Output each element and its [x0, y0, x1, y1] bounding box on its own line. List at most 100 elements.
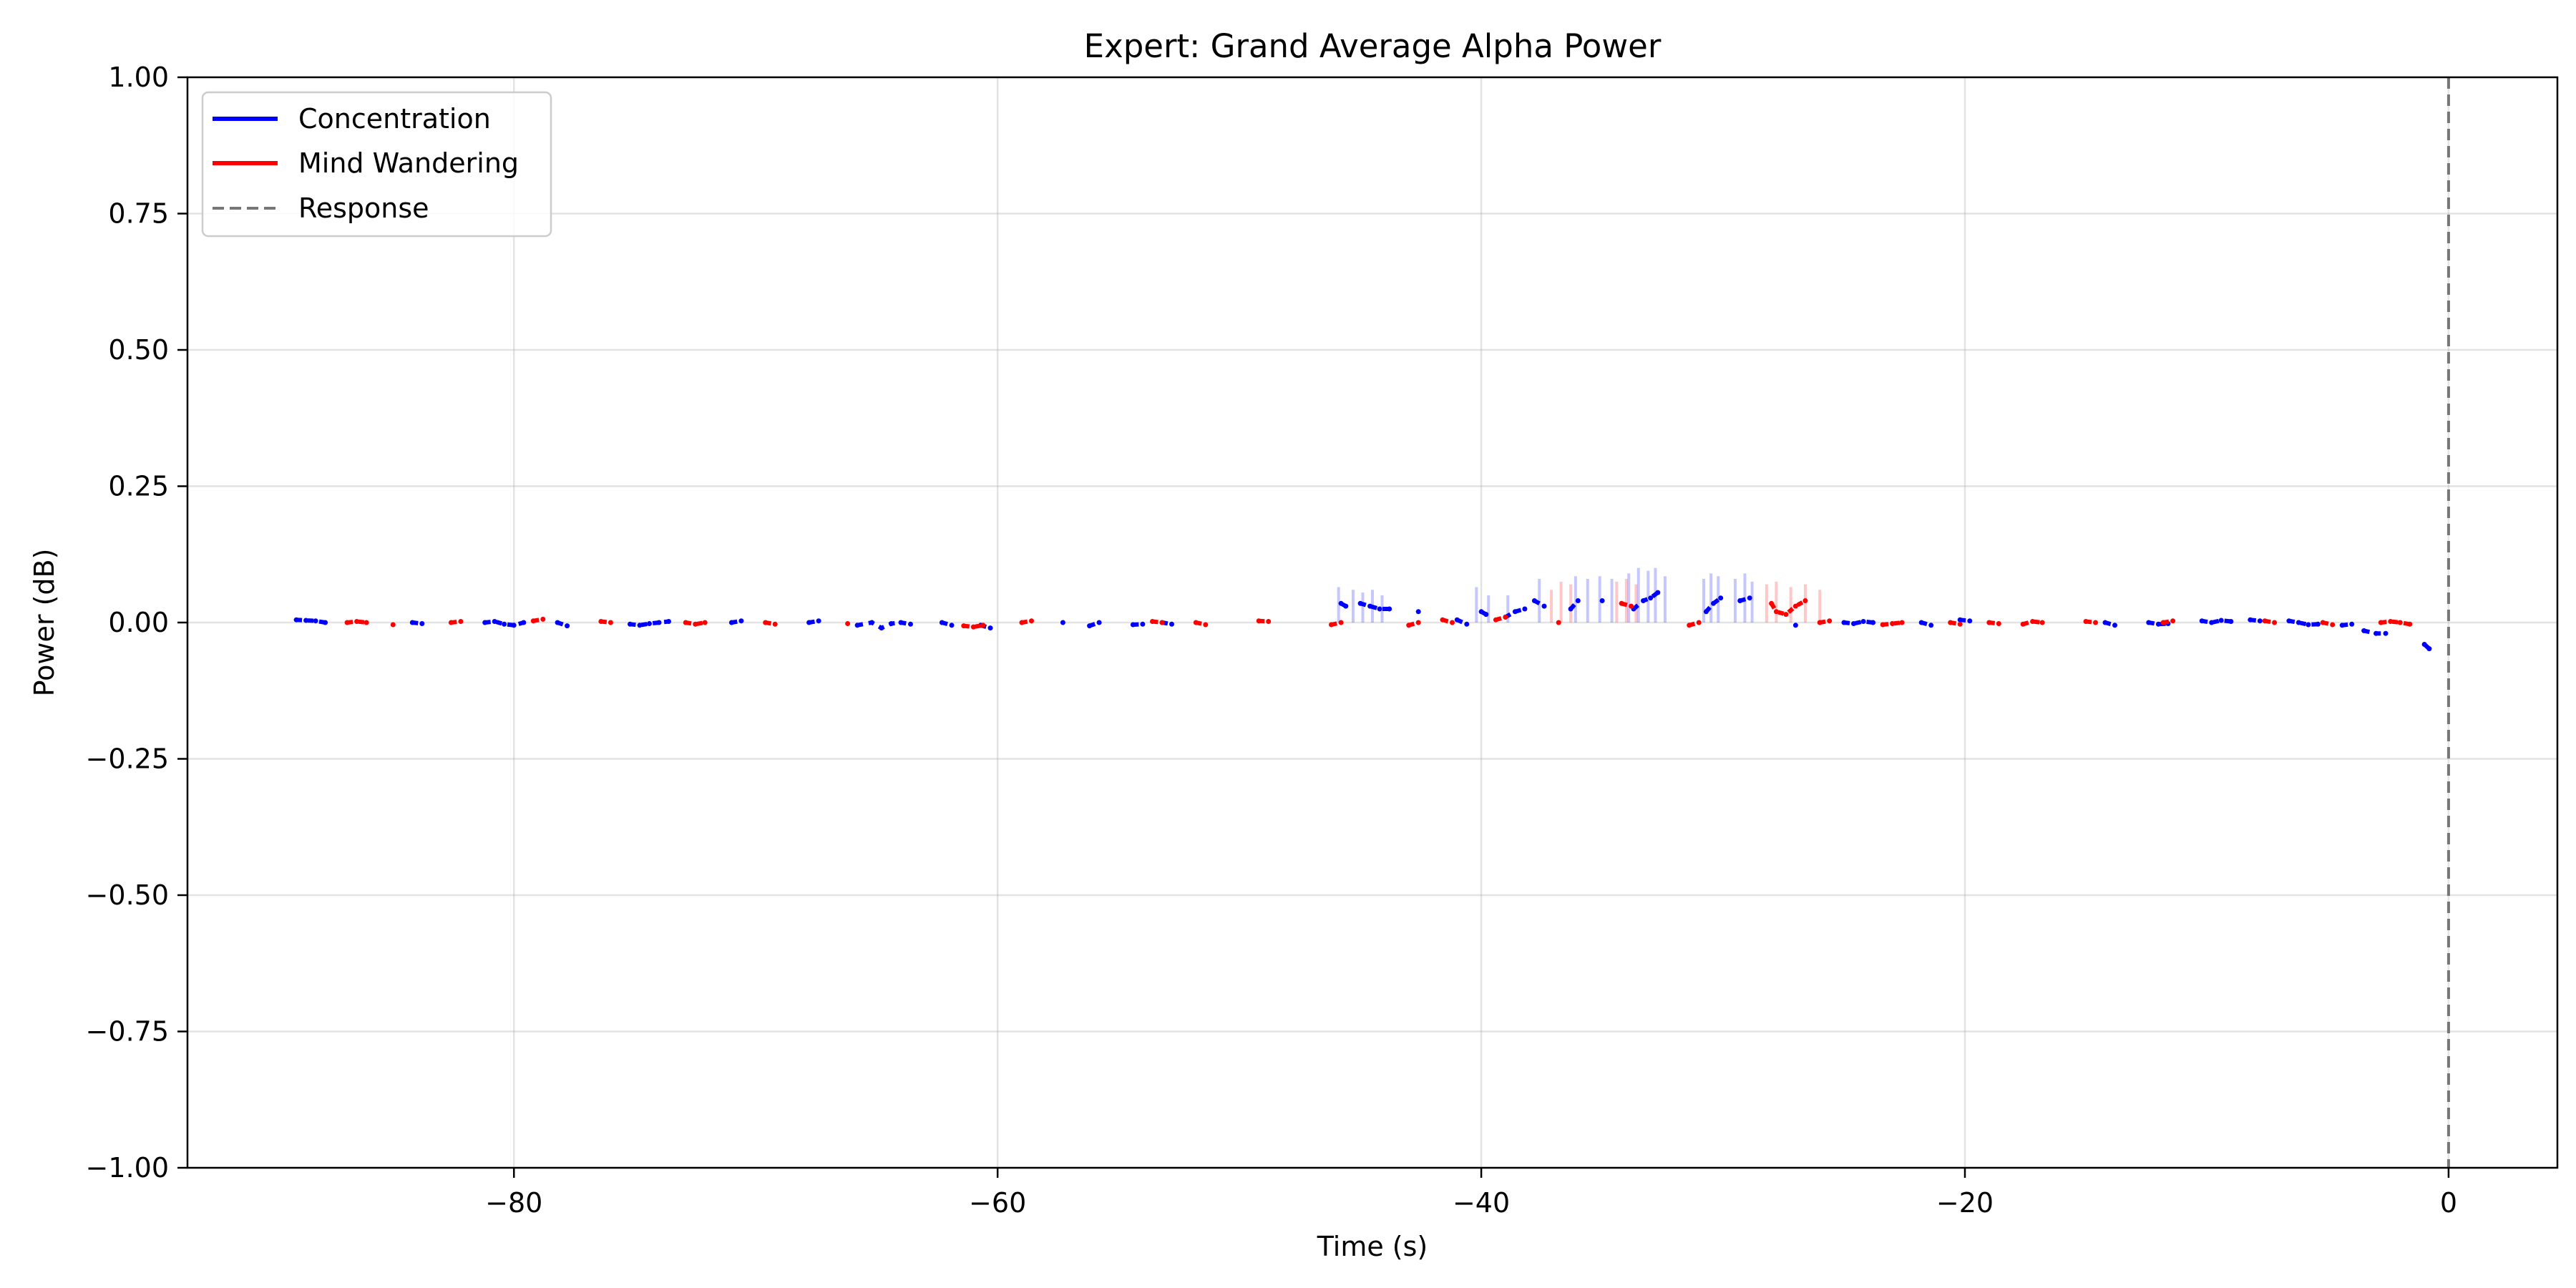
mind-wandering-point	[2407, 621, 2413, 627]
concentration-point	[323, 620, 328, 625]
x-tick-label: −40	[1453, 1187, 1510, 1219]
concentration-line-segment	[2288, 618, 2318, 628]
concentration-point	[2218, 618, 2224, 623]
mind-wandering-point	[1802, 598, 1808, 603]
concentration-point	[1841, 620, 1847, 625]
mind-wandering-line-segment	[963, 623, 984, 630]
concentration-point	[879, 625, 884, 631]
concentration-point	[1792, 623, 1798, 628]
legend: Concentration Mind Wandering Response	[201, 91, 552, 238]
concentration-point	[2373, 630, 2379, 636]
mind-wandering-point	[1948, 620, 1953, 625]
concentration-point	[482, 620, 488, 625]
concentration-point	[313, 618, 318, 624]
mind-wandering-point	[448, 620, 454, 625]
mind-wandering-line-segment	[1882, 620, 1903, 627]
concentration-point	[1851, 621, 1856, 626]
mind-wandering-point	[1256, 618, 1262, 624]
concentration-point	[502, 621, 507, 627]
mind-wandering-point	[980, 623, 986, 628]
concentration-point	[666, 619, 671, 624]
mind-wandering-point	[344, 620, 350, 625]
concentration-point	[565, 623, 570, 629]
mind-wandering-line-segment	[346, 619, 367, 625]
concentration-point	[2228, 619, 2234, 624]
legend-frame	[201, 91, 552, 238]
concentration-line-segment	[2201, 618, 2232, 625]
mind-wandering-point	[1827, 618, 1833, 624]
mind-wandering-point	[1619, 600, 1624, 606]
mind-wandering-line-segment	[1770, 598, 1807, 617]
concentration-point	[492, 619, 497, 624]
y-tick-label: 0.00	[108, 607, 169, 638]
mind-wandering-point	[1880, 622, 1885, 628]
y-tick-label: −0.25	[86, 743, 169, 775]
mind-wandering-point	[1773, 609, 1779, 615]
y-tick-label: 1.00	[108, 62, 169, 93]
mind-wandering-point	[1769, 600, 1775, 606]
mind-wandering-point	[364, 620, 369, 625]
concentration-point	[555, 620, 560, 625]
y-tick-label: −0.75	[86, 1016, 169, 1048]
concentration-line-segment	[1704, 596, 1722, 613]
mind-wandering-point	[970, 624, 976, 630]
concentration-point	[2248, 617, 2253, 623]
concentration-point	[2383, 630, 2389, 636]
mind-wandering-point	[1450, 620, 1455, 625]
legend-label-concentration: Concentration	[298, 103, 491, 135]
concentration-point	[806, 620, 812, 625]
concentration-point	[2361, 628, 2367, 633]
concentration-point	[1367, 603, 1373, 609]
mind-wandering-point	[1203, 622, 1209, 628]
concentration-point	[1718, 595, 1724, 601]
mind-wandering-point	[2093, 620, 2098, 625]
concentration-line-segment	[1843, 619, 1873, 626]
mind-wandering-point	[530, 618, 536, 624]
concentration-point	[1967, 618, 1973, 624]
concentration-point	[1478, 609, 1484, 615]
concentration-point	[939, 620, 945, 625]
mind-wandering-point	[2272, 620, 2278, 625]
concentration-point	[1338, 600, 1344, 606]
concentration-point	[1130, 622, 1136, 628]
concentration-point	[1512, 609, 1518, 615]
mind-wandering-point	[458, 619, 464, 624]
concentration-point	[293, 617, 299, 623]
x-tick-label: −20	[1936, 1187, 1994, 1219]
concentration-point	[409, 620, 415, 625]
mind-wandering-point	[2397, 620, 2403, 625]
concentration-point	[898, 620, 904, 625]
mind-wandering-point	[2330, 622, 2336, 628]
mind-wandering-point	[961, 623, 967, 629]
y-axis-label: Power (dB)	[29, 549, 60, 697]
concentration-point	[2209, 620, 2215, 625]
concentration-point	[2296, 620, 2301, 625]
concentration-point	[987, 625, 993, 631]
mind-wandering-point	[1406, 623, 1412, 628]
concentration-point	[2146, 620, 2152, 625]
concentration-line-segment	[1504, 607, 1526, 620]
mind-wandering-point	[1193, 620, 1199, 625]
mind-wandering-point	[702, 620, 708, 625]
concentration-point	[949, 623, 955, 628]
concentration-point	[2286, 618, 2292, 624]
concentration-point	[1464, 621, 1470, 627]
mind-wandering-point	[1556, 620, 1561, 625]
concentration-point	[1599, 598, 1605, 603]
mind-wandering-point	[1329, 622, 1334, 628]
legend-label-response: Response	[298, 192, 429, 224]
mind-wandering-point	[1792, 603, 1798, 609]
concentration-point	[1641, 598, 1646, 603]
concentration-point	[1957, 617, 1963, 623]
concentration-point	[1343, 603, 1349, 609]
mind-wandering-point	[1783, 612, 1789, 618]
mind-wandering-point	[1415, 620, 1421, 625]
y-tick-label: 0.50	[108, 334, 169, 366]
concentration-point	[1415, 609, 1421, 615]
concentration-point	[1377, 606, 1382, 612]
concentration-point	[1169, 621, 1174, 627]
concentration-point	[511, 623, 517, 628]
mind-wandering-point	[1687, 623, 1692, 628]
concentration-point	[1737, 598, 1743, 603]
